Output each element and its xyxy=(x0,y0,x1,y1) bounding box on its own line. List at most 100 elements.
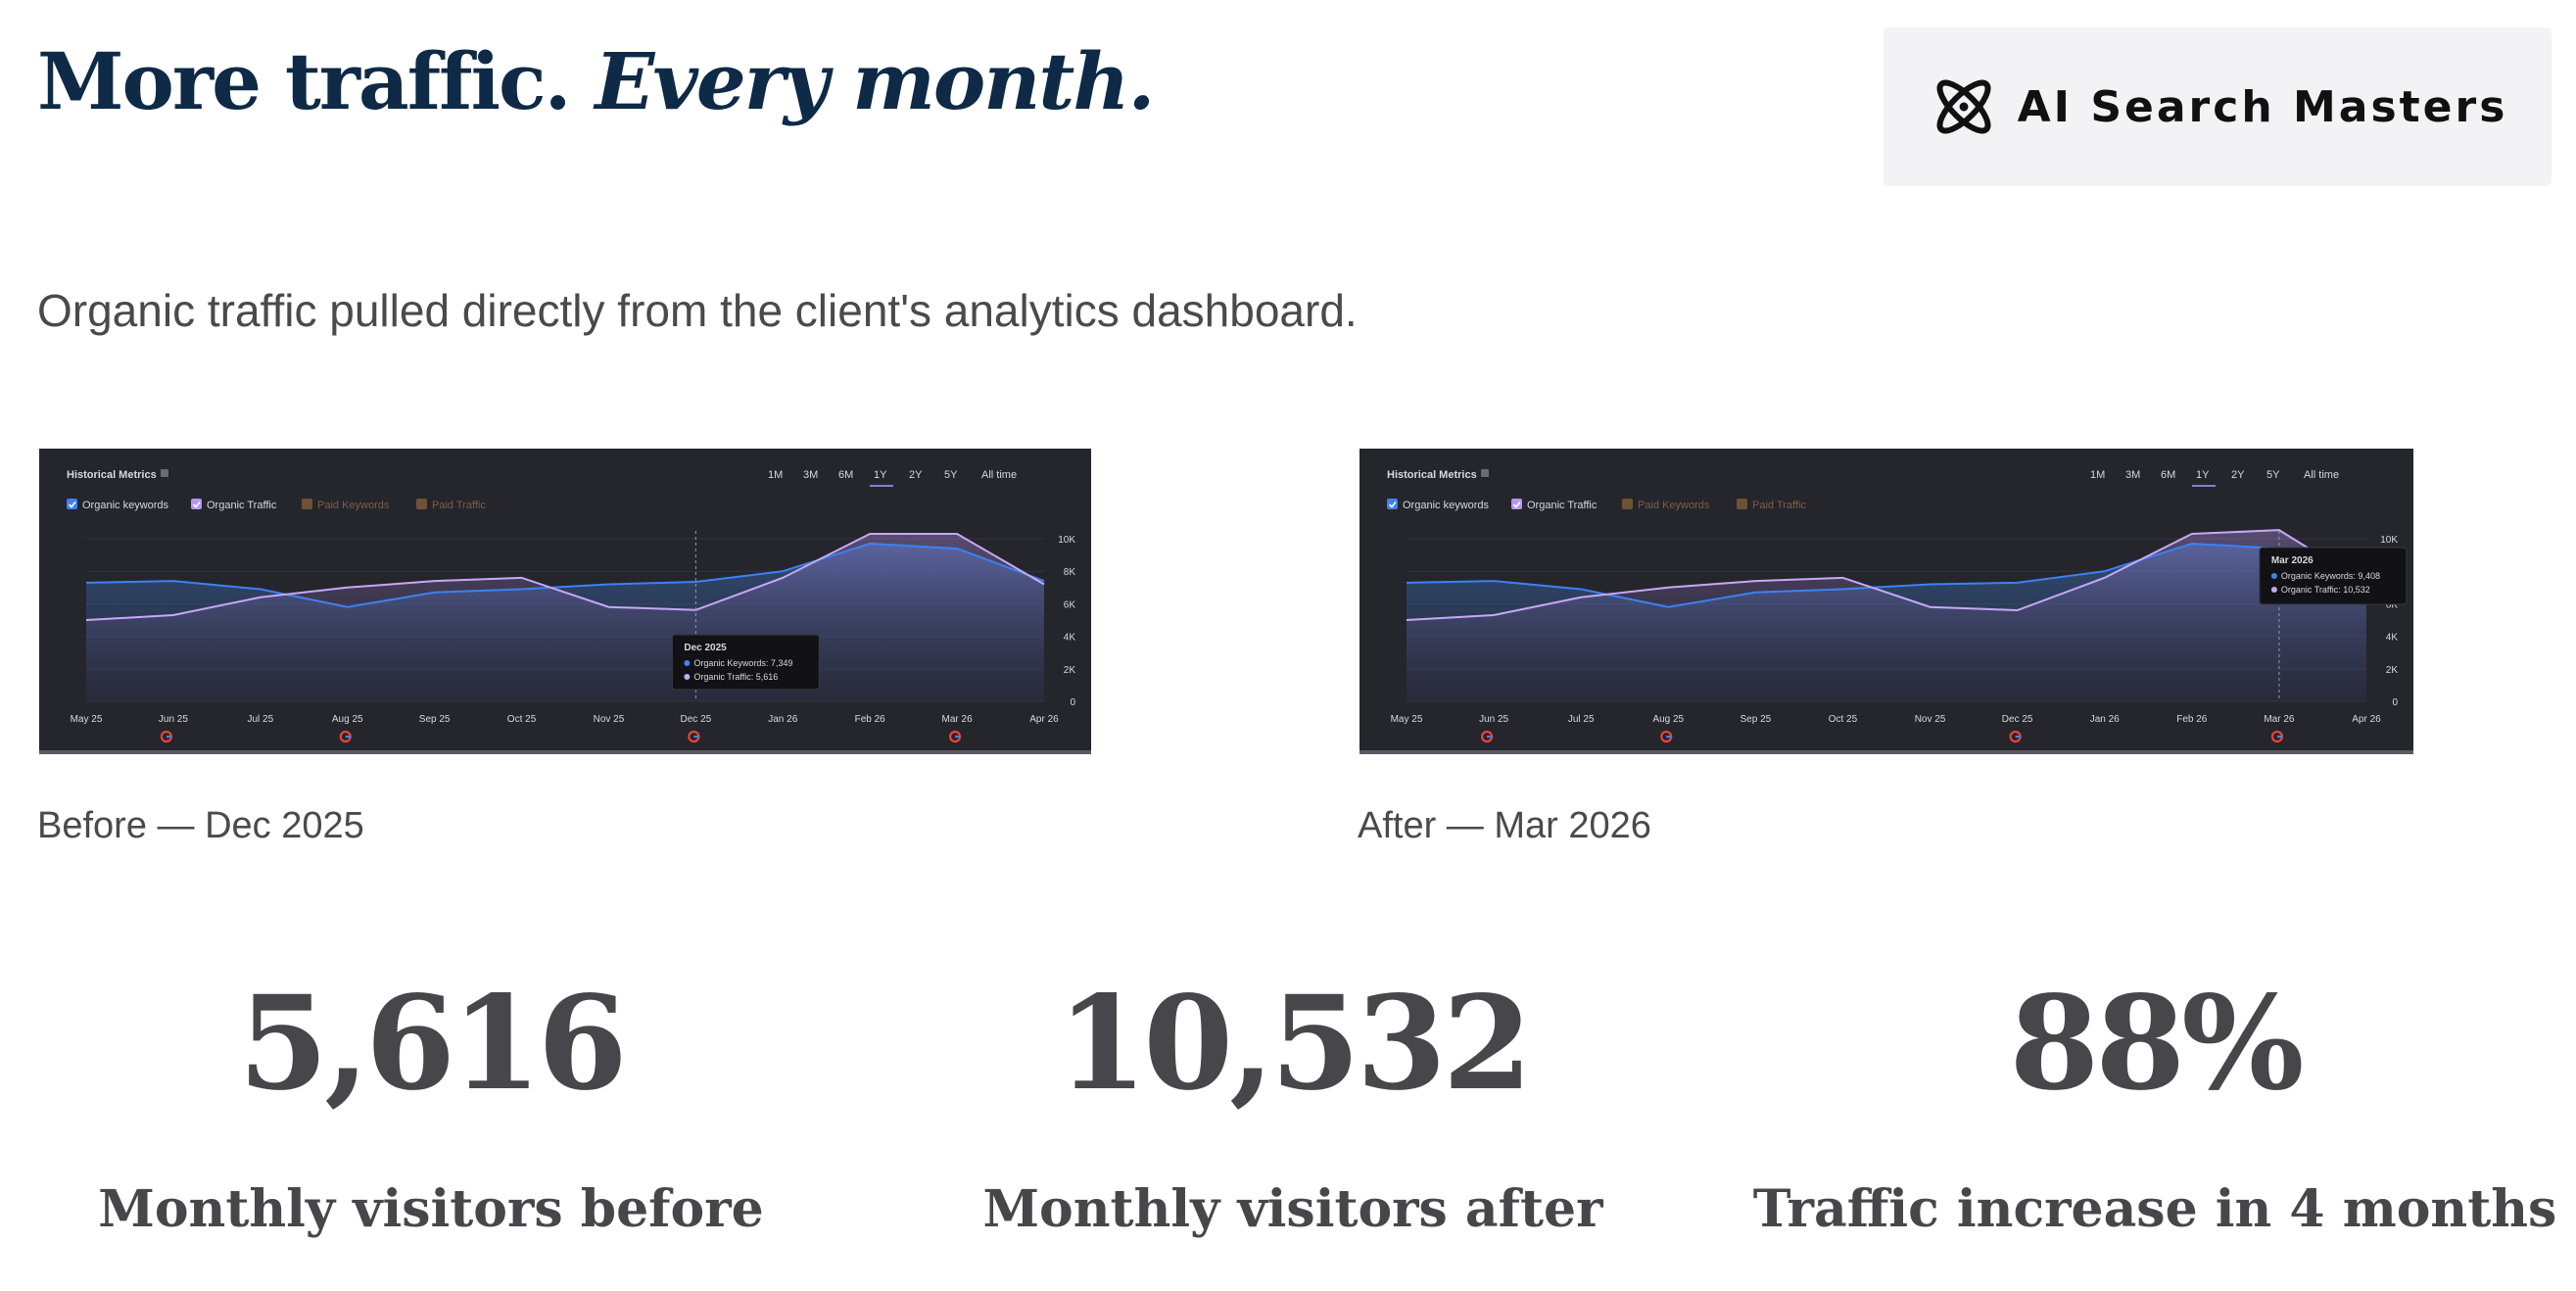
google-update-icon[interactable] xyxy=(688,730,700,743)
google-update-icon[interactable] xyxy=(1660,730,1673,743)
chart-svg: Historical Metrics 1M 3M 6M 1Y 2Y 5Y All time Or… xyxy=(67,469,1076,743)
google-update-icon[interactable] xyxy=(2009,730,2022,743)
range-button-2y[interactable]: 2Y xyxy=(909,469,923,481)
chart-tooltip: Dec 2025 Organic Keywords: 7,349 Organic T… xyxy=(671,634,820,691)
stat-label: Monthly visitors before xyxy=(98,1179,764,1239)
range-button-5y[interactable]: 5Y xyxy=(2266,469,2280,481)
range-button-1y[interactable]: 1Y xyxy=(874,469,887,481)
x-tick-label: Apr 26 xyxy=(1029,714,1059,725)
atom-logo-icon xyxy=(1936,79,1991,134)
google-update-icon[interactable] xyxy=(160,730,173,743)
x-tick-label: Dec 25 xyxy=(681,714,712,725)
range-button-1y[interactable]: 1Y xyxy=(2196,469,2210,481)
y-tick-label: 4K xyxy=(2386,633,2399,644)
legend-checkbox[interactable] xyxy=(191,499,202,509)
range-button-5y[interactable]: 5Y xyxy=(944,469,958,481)
traffic-area xyxy=(1407,530,2366,701)
stat-before: 5,616 Monthly visitors before xyxy=(0,968,862,1240)
chart-before: Historical Metrics 1M 3M 6M 1Y 2Y 5Y All time Or… xyxy=(39,449,1091,754)
y-tick-label: 6K xyxy=(2386,599,2399,610)
active-range-underline xyxy=(870,485,893,487)
headline-emphasis: Every month. xyxy=(595,35,1155,127)
stat-label: Traffic increase in 4 months xyxy=(1752,1179,2557,1239)
legend-label: Organic keywords xyxy=(82,500,169,511)
x-tick-label: May 25 xyxy=(1391,714,1423,725)
y-tick-label: 10K xyxy=(1058,535,1075,546)
google-update-icon[interactable] xyxy=(2270,730,2284,743)
google-update-icon[interactable] xyxy=(1480,730,1494,743)
legend-checkbox[interactable] xyxy=(1511,499,1522,509)
stat-value: 10,532 xyxy=(1057,968,1532,1120)
panel-title: Historical Metrics xyxy=(67,469,157,481)
tooltip-title: Mar 2026 xyxy=(2271,555,2314,566)
tooltip-line-traffic: Organic Traffic: 10,532 xyxy=(2281,585,2370,595)
series-line-traffic xyxy=(85,533,1045,621)
check-icon xyxy=(1388,502,1397,508)
chart-svg: Historical Metrics 1M 3M 6M 1Y 2Y 5Y All time Or… xyxy=(1387,469,2408,743)
google-update-icon[interactable] xyxy=(948,730,962,743)
y-tick-label: 2K xyxy=(2386,665,2399,676)
range-button-2y[interactable]: 2Y xyxy=(2231,469,2245,481)
legend-label: Organic Traffic xyxy=(207,500,277,511)
check-icon xyxy=(192,502,201,508)
range-button-all-time[interactable]: All time xyxy=(981,469,1017,481)
x-tick-label: Dec 25 xyxy=(2002,714,2033,725)
legend-checkbox[interactable] xyxy=(1737,499,1747,509)
x-tick-label: Aug 25 xyxy=(1652,714,1684,725)
legend-checkbox[interactable] xyxy=(416,499,427,509)
caption-after: After — Mar 2026 xyxy=(1358,805,1651,846)
range-button-all-time[interactable]: All time xyxy=(2304,469,2339,481)
range-button-1m[interactable]: 1M xyxy=(2090,469,2105,481)
legend-checkbox[interactable] xyxy=(67,499,77,509)
x-tick-label: Jan 26 xyxy=(2090,714,2120,725)
legend-label: Organic keywords xyxy=(1403,500,1490,511)
stat-value: 5,616 xyxy=(238,968,627,1120)
headline-main: More traffic. xyxy=(37,35,572,127)
chart-after: Historical Metrics 1M 3M 6M 1Y 2Y 5Y All time Or… xyxy=(1360,449,2413,754)
tooltip-line-keywords: Organic Keywords: 7,349 xyxy=(693,658,792,668)
brand-logo: AI Search Masters xyxy=(1884,27,2552,186)
x-tick-label: Jan 26 xyxy=(768,714,797,725)
chart-tooltip: Mar 2026 Organic Keywords: 9,408 Organic T… xyxy=(2259,547,2408,605)
page-headline: More traffic. Every month. xyxy=(37,35,1155,127)
x-tick-label: Nov 25 xyxy=(1915,714,1946,725)
stat-increase: 88% Traffic increase in 4 months xyxy=(1724,980,2576,1240)
range-button-3m[interactable]: 3M xyxy=(2125,469,2140,481)
check-icon xyxy=(68,502,76,508)
tooltip-line-keywords: Organic Keywords: 9,408 xyxy=(2281,571,2380,581)
x-tick-label: Oct 25 xyxy=(1829,714,1858,725)
legend-label: Organic Traffic xyxy=(1527,500,1598,511)
legend-label: Paid Traffic xyxy=(1752,500,1806,511)
subtitle: Organic traffic pulled directly from the… xyxy=(37,285,1358,336)
series-line-traffic xyxy=(1406,529,2367,621)
tooltip-title: Dec 2025 xyxy=(684,643,727,653)
legend-label: Paid Keywords xyxy=(1638,500,1710,511)
traffic-area xyxy=(86,534,1044,701)
legend-checkbox[interactable] xyxy=(1622,499,1633,509)
x-tick-label: Jul 25 xyxy=(247,714,273,725)
range-button-1m[interactable]: 1M xyxy=(768,469,783,481)
legend-label: Paid Keywords xyxy=(317,500,390,511)
google-update-icon[interactable] xyxy=(339,730,352,743)
active-range-underline xyxy=(2192,485,2216,487)
y-tick-label: 0 xyxy=(2392,697,2398,708)
range-button-3m[interactable]: 3M xyxy=(803,469,818,481)
tooltip-line-traffic: Organic Traffic: 5,616 xyxy=(693,672,778,682)
range-button-6m[interactable]: 6M xyxy=(838,469,853,481)
y-tick-label: 6K xyxy=(1064,599,1076,610)
legend-checkbox[interactable] xyxy=(1387,499,1398,509)
x-tick-label: Mar 26 xyxy=(2264,714,2295,725)
x-tick-label: Sep 25 xyxy=(419,714,451,725)
series-line-keywords xyxy=(1406,542,2367,608)
brand-name: AI Search Masters xyxy=(2017,81,2508,132)
range-button-6m[interactable]: 6M xyxy=(2161,469,2175,481)
legend-checkbox[interactable] xyxy=(302,499,312,509)
caption-before: Before — Dec 2025 xyxy=(37,805,364,846)
x-tick-label: Jun 25 xyxy=(1479,714,1508,725)
y-tick-label: 8K xyxy=(1064,567,1076,578)
x-tick-label: Apr 26 xyxy=(2352,714,2381,725)
x-tick-label: May 25 xyxy=(71,714,103,725)
stat-label: Monthly visitors after xyxy=(982,1179,1603,1239)
y-tick-label: 0 xyxy=(1070,697,1075,708)
x-tick-label: Feb 26 xyxy=(855,714,886,725)
